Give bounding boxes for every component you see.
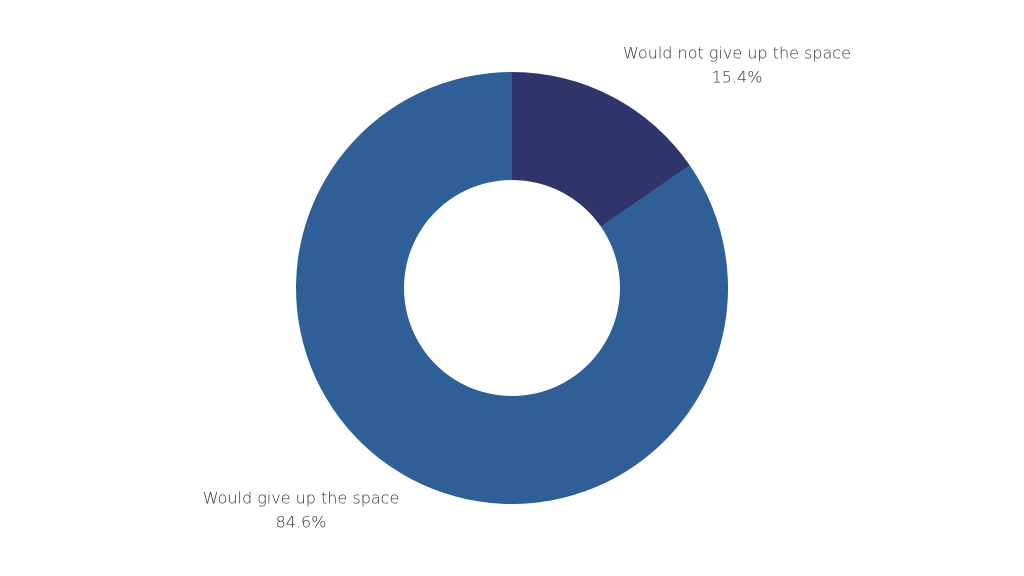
- slice-label: Would not give up the space: [623, 44, 851, 63]
- slice-value-label: 15.4%: [712, 68, 763, 87]
- slice-value-label: 84.6%: [276, 513, 327, 532]
- donut-slice: [512, 72, 690, 227]
- slice-label: Would give up the space: [203, 489, 400, 508]
- donut-slice: [296, 72, 728, 505]
